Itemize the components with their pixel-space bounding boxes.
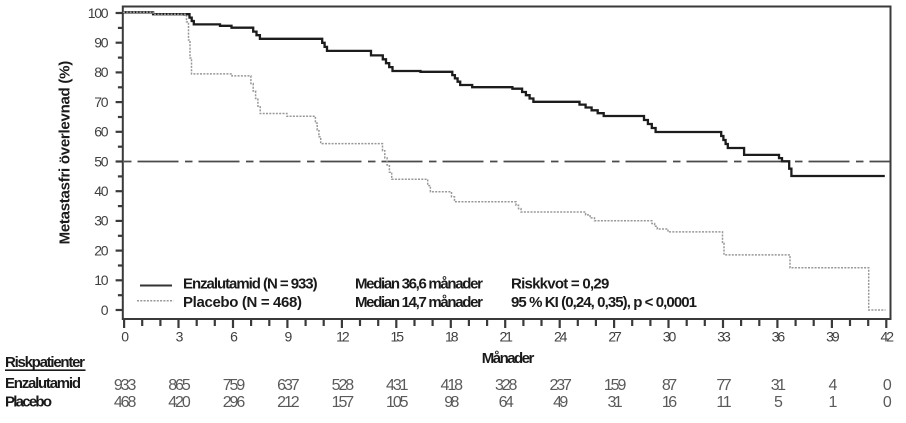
svg-text:49: 49	[553, 394, 568, 411]
svg-text:100: 100	[88, 5, 109, 21]
svg-text:11: 11	[716, 394, 731, 411]
svg-text:42: 42	[881, 329, 895, 345]
svg-text:Metastasfri överlevnad (%): Metastasfri överlevnad (%)	[57, 61, 74, 245]
svg-text:418: 418	[441, 377, 464, 394]
svg-text:16: 16	[662, 394, 677, 411]
svg-text:0: 0	[121, 329, 129, 345]
svg-text:933: 933	[114, 377, 137, 394]
svg-text:528: 528	[332, 377, 355, 394]
svg-text:157: 157	[332, 394, 355, 411]
svg-text:50: 50	[94, 153, 108, 169]
svg-text:Månader: Månader	[482, 350, 535, 367]
svg-text:20: 20	[94, 242, 108, 258]
svg-text:64: 64	[499, 394, 514, 411]
svg-text:40: 40	[94, 183, 108, 199]
svg-text:Riskkvot = 0,29: Riskkvot = 0,29	[511, 275, 609, 292]
svg-text:18: 18	[445, 329, 459, 345]
svg-text:87: 87	[662, 377, 677, 394]
svg-text:33: 33	[717, 329, 731, 345]
svg-text:Median 36,6 månader: Median 36,6 månader	[355, 275, 483, 292]
svg-text:Median 14,7 månader: Median 14,7 månader	[355, 294, 483, 311]
svg-text:237: 237	[549, 377, 572, 394]
svg-text:468: 468	[114, 394, 137, 411]
svg-text:0: 0	[101, 302, 109, 318]
svg-text:10: 10	[94, 272, 108, 288]
svg-text:70: 70	[94, 94, 108, 110]
svg-text:30: 30	[663, 329, 677, 345]
svg-text:Placebo (N = 468): Placebo (N = 468)	[183, 294, 302, 311]
svg-text:30: 30	[94, 213, 108, 229]
svg-text:420: 420	[168, 394, 191, 411]
svg-text:Placebo: Placebo	[5, 394, 52, 411]
svg-text:296: 296	[223, 394, 246, 411]
svg-text:5: 5	[774, 394, 783, 411]
svg-text:9: 9	[285, 329, 293, 345]
svg-text:Enzalutamid: Enzalutamid	[5, 375, 81, 392]
svg-text:328: 328	[495, 377, 518, 394]
svg-text:3: 3	[176, 329, 184, 345]
svg-text:865: 865	[168, 377, 191, 394]
svg-text:6: 6	[230, 329, 238, 345]
svg-text:105: 105	[386, 394, 409, 411]
svg-text:95 % KI (0,24, 0,35), p < 0,00: 95 % KI (0,24, 0,35), p < 0,0001	[511, 294, 697, 311]
svg-text:637: 637	[277, 377, 300, 394]
svg-text:1: 1	[828, 394, 837, 411]
svg-text:431: 431	[386, 377, 409, 394]
svg-text:60: 60	[94, 124, 108, 140]
svg-text:Enzalutamid (N = 933): Enzalutamid (N = 933)	[183, 275, 318, 292]
svg-text:36: 36	[772, 329, 786, 345]
svg-text:27: 27	[608, 329, 622, 345]
svg-text:31: 31	[608, 394, 623, 411]
svg-text:212: 212	[277, 394, 300, 411]
svg-text:Riskpatienter: Riskpatienter	[5, 354, 85, 371]
svg-text:98: 98	[444, 394, 459, 411]
svg-text:21: 21	[499, 329, 513, 345]
svg-text:77: 77	[716, 377, 731, 394]
svg-text:0: 0	[883, 394, 892, 411]
svg-text:90: 90	[94, 35, 108, 51]
svg-text:39: 39	[826, 329, 840, 345]
svg-text:0: 0	[883, 377, 892, 394]
svg-text:31: 31	[771, 377, 786, 394]
svg-text:159: 159	[604, 377, 627, 394]
svg-text:80: 80	[94, 64, 108, 80]
svg-text:24: 24	[554, 329, 568, 345]
svg-text:12: 12	[336, 329, 350, 345]
svg-text:15: 15	[391, 329, 405, 345]
svg-text:759: 759	[223, 377, 246, 394]
svg-text:4: 4	[828, 377, 837, 394]
